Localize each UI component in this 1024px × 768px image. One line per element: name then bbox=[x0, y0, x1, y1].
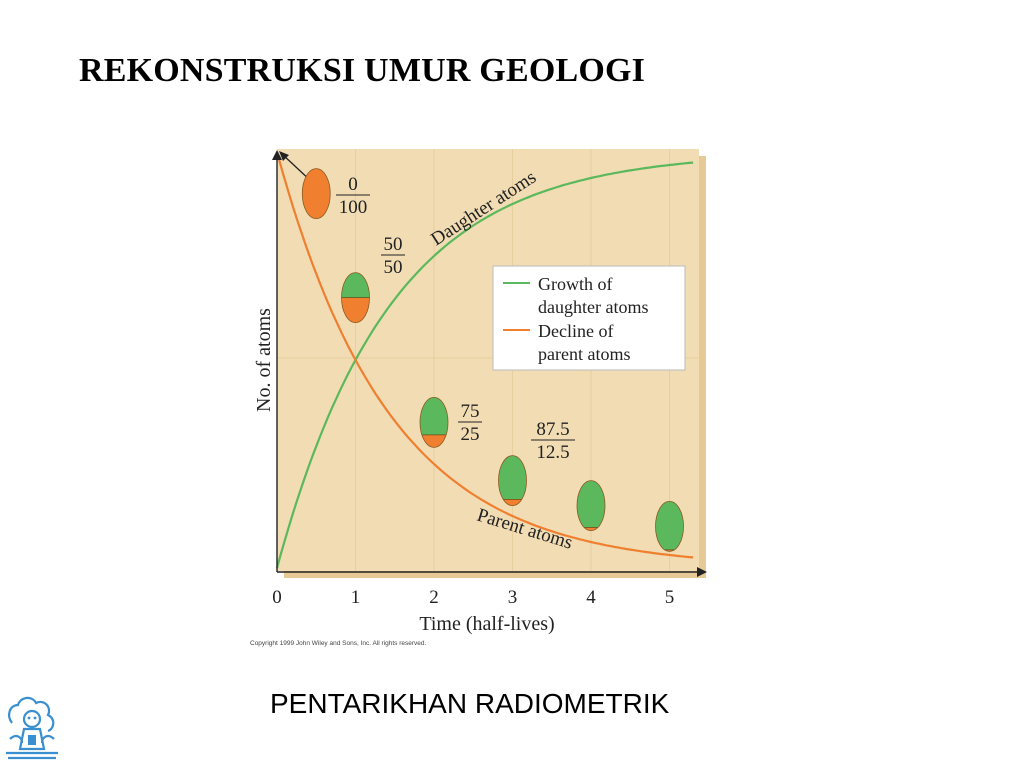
atom-marker: 87.512.5 bbox=[498, 419, 575, 507]
y-axis-arrow bbox=[272, 150, 282, 160]
series-line-daughter bbox=[275, 161, 694, 569]
atom-marker-outline bbox=[341, 272, 370, 324]
atom-marker-daughter bbox=[498, 455, 527, 500]
x-tick-label: 4 bbox=[586, 587, 596, 608]
x-tick-label: 0 bbox=[272, 587, 282, 608]
legend-label: parent atoms bbox=[538, 344, 630, 364]
fraction-numerator: 87.5 bbox=[536, 419, 569, 440]
atom-marker bbox=[576, 480, 606, 532]
series-line-parent bbox=[275, 151, 694, 559]
atom-marker-outline bbox=[301, 168, 331, 220]
slide-caption: PENTARIKHAN RADIOMETRIK bbox=[270, 688, 670, 719]
atom-marker-outline bbox=[576, 480, 606, 532]
slide-title: REKONSTRUKSI UMUR GEOLOGI bbox=[79, 52, 646, 89]
copyright-text: Copyright 1999 John Wiley and Sons, Inc.… bbox=[250, 640, 427, 647]
fraction-denominator: 25 bbox=[461, 424, 480, 445]
pointer-arrowhead bbox=[279, 151, 289, 161]
fraction-denominator: 50 bbox=[384, 257, 403, 278]
y-axis-label: No. of atoms bbox=[253, 308, 275, 412]
atom-marker-parent bbox=[655, 549, 684, 552]
legend-label: Growth of bbox=[538, 274, 613, 294]
legend-label: daughter atoms bbox=[538, 297, 648, 317]
x-tick-label: 3 bbox=[508, 587, 518, 608]
atom-marker-parent bbox=[577, 527, 605, 531]
fraction-numerator: 0 bbox=[348, 174, 358, 195]
atom-marker-outline bbox=[655, 501, 684, 552]
atom-marker-outline bbox=[419, 396, 449, 448]
legend: Growth of daughter atoms Decline of parent … bbox=[492, 265, 686, 371]
x-axis-label: Time (half-lives) bbox=[419, 613, 554, 635]
atom-marker-parent bbox=[302, 168, 331, 219]
atom-marker-daughter bbox=[655, 501, 684, 550]
atom-marker bbox=[655, 501, 684, 552]
x-tick-label: 5 bbox=[665, 587, 675, 608]
fraction-denominator: 100 bbox=[339, 197, 368, 218]
fraction-numerator: 75 bbox=[461, 401, 480, 422]
institution-seal-icon bbox=[6, 696, 58, 760]
legend-label: Decline of bbox=[538, 321, 613, 341]
atom-marker-outline bbox=[498, 455, 527, 507]
x-tick-label: 2 bbox=[429, 587, 439, 608]
atom-marker-parent bbox=[498, 499, 527, 506]
atom-marker-daughter bbox=[577, 480, 605, 528]
x-tick-label: 1 bbox=[351, 587, 361, 608]
fraction-numerator: 50 bbox=[384, 234, 403, 255]
fraction-denominator: 12.5 bbox=[536, 442, 569, 463]
x-axis-arrow bbox=[697, 567, 707, 577]
